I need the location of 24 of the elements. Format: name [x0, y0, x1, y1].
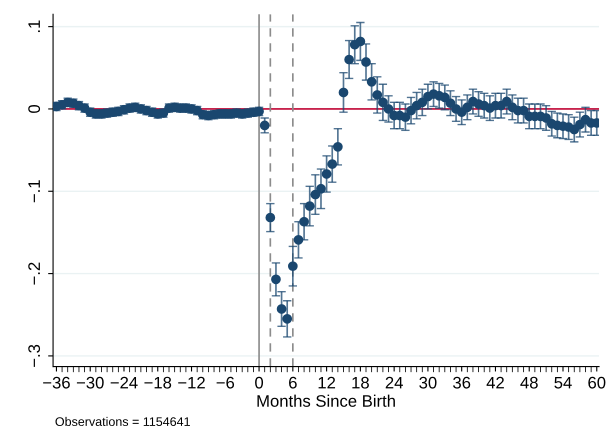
- x-tick-label: −18: [144, 376, 172, 389]
- y-tick-label: 0: [28, 104, 40, 113]
- y-tick-label: −.2: [28, 262, 40, 285]
- x-tick-label: −12: [178, 376, 205, 388]
- x-tick-label: 42: [486, 376, 504, 388]
- x-tick-label: −30: [76, 376, 104, 389]
- x-tick-label: 54: [554, 376, 572, 389]
- x-tick-label: 48: [520, 376, 538, 389]
- text: Observations = 1154641: [55, 416, 190, 426]
- x-tick-label: −36: [43, 376, 70, 389]
- x-tick-label: 60: [588, 376, 606, 389]
- x-tick-label: 36: [453, 376, 470, 389]
- x-tick-label: −6: [216, 376, 234, 389]
- x-axis-title: Months Since Birth: [257, 394, 395, 407]
- x-tick-label: 12: [318, 376, 336, 388]
- x-tick-label: 6: [289, 376, 297, 389]
- x-tick-label: 18: [352, 376, 369, 389]
- y-tick-label: −.1: [28, 180, 40, 202]
- x-tick-label: −24: [110, 376, 138, 388]
- x-tick-label: 0: [255, 376, 264, 389]
- x-tick-label: 24: [386, 376, 403, 388]
- x-tick-label: 30: [419, 376, 437, 389]
- y-tick-label: .1: [28, 20, 40, 32]
- y-tick-label: −.3: [28, 344, 40, 367]
